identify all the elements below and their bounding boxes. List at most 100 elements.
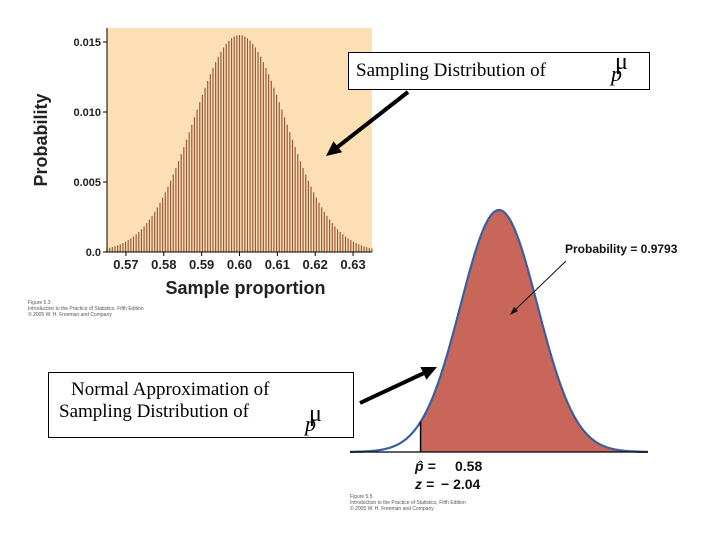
histogram-bar [127, 240, 129, 252]
shaded-probability-area [420, 210, 648, 452]
histogram-bar [321, 207, 323, 252]
histogram-bar [299, 161, 302, 252]
histogram-bar [371, 248, 373, 252]
histogram-bar [225, 43, 227, 252]
mu-glyph: μ [309, 401, 322, 427]
histogram-bar [215, 62, 217, 253]
histogram-bar [246, 38, 249, 252]
histogram-bar [130, 238, 132, 252]
histogram-bar [363, 246, 365, 252]
y-tick-label: 0.005 [73, 177, 101, 189]
histogram-bar [329, 219, 331, 252]
histogram-bar [281, 109, 283, 253]
callout-top-text: Sampling Distribution of [356, 60, 546, 81]
histogram-bar [350, 240, 352, 252]
histogram-bar [146, 223, 148, 252]
histogram-bar [315, 197, 317, 252]
y-tick-label: 0.0 [86, 247, 101, 259]
histogram-bar [119, 244, 121, 252]
histogram-bar [124, 241, 127, 252]
histogram-bar [252, 43, 254, 252]
histogram-bar [122, 243, 124, 252]
histogram-bar [268, 74, 270, 252]
histogram-bar [207, 80, 209, 252]
histogram-bar [270, 80, 272, 252]
p-hat-label: p̂ = [414, 458, 436, 474]
histogram-bar [265, 67, 267, 253]
histogram-bar [342, 234, 344, 252]
histogram-bar [114, 246, 116, 252]
p-glyph: p [611, 61, 622, 86]
histogram-bar [339, 231, 341, 252]
histogram-bar [111, 247, 113, 252]
histogram-bar [310, 186, 312, 252]
x-tick-label: 0.61 [265, 257, 290, 272]
x-tick-label: 0.60 [227, 257, 252, 272]
histogram-bar [193, 117, 196, 253]
histogram-bar [254, 47, 256, 252]
arrow-to-histogram-head [326, 141, 343, 156]
histogram-bar [233, 36, 235, 252]
mu-p-symbol: μ p [305, 401, 335, 437]
histogram-bar [302, 167, 304, 252]
histogram-bar [209, 74, 211, 252]
sampling-distribution-chart: 0.0 0.005 0.010 0.015 0.57 0.58 0.59 0.60 0.61 0.… [31, 28, 373, 298]
histogram-bar [307, 180, 309, 252]
annotation-arrowhead [510, 307, 518, 315]
credit-line: © 2005 W. H. Freeman and Company [28, 312, 112, 318]
arrow-to-histogram-shaft [336, 90, 410, 149]
z-label: z = [414, 476, 434, 492]
histogram-bar [294, 147, 296, 252]
histogram-bar [360, 245, 362, 252]
y-axis-title: Probability [31, 93, 51, 186]
credit-line: © 2005 W. H. Freeman and Company [350, 506, 434, 512]
histogram-bar [172, 174, 174, 252]
x-tick-label: 0.58 [151, 257, 176, 272]
histogram-bar [204, 87, 206, 252]
histogram-bar [241, 35, 243, 252]
callout-bottom-line2: Sampling Distribution of [59, 401, 249, 422]
histogram-bar [318, 202, 320, 252]
normal-curve [349, 208, 649, 453]
histogram-bar [276, 94, 278, 252]
histogram-bar [138, 231, 140, 252]
histogram-bar [140, 229, 143, 252]
histogram-bar [238, 35, 241, 252]
histogram-bar [117, 245, 119, 252]
normal-approximation-chart: p̂ = 0.58 z = − 2.04 Probability = 0.9793 [349, 208, 678, 492]
histogram-bar [175, 167, 177, 252]
histogram-bar [352, 241, 355, 252]
histogram-bar [228, 40, 230, 252]
histogram-bar [278, 102, 280, 252]
histogram-bar [286, 124, 288, 252]
histogram-bar [305, 174, 307, 252]
histogram-bar [249, 40, 251, 252]
callout-bottom: Normal Approximation of Sampling Distrib… [48, 372, 354, 438]
histogram-bar [217, 56, 219, 253]
histogram-bar [230, 38, 233, 252]
histogram-bar [162, 197, 164, 252]
histogram-bar [188, 132, 190, 252]
histogram-bar [164, 192, 166, 252]
mu-p-symbol: μ p [611, 50, 641, 89]
x-tick-label: 0.62 [303, 257, 328, 272]
p-hat-value: 0.58 [455, 458, 482, 474]
credit-line: Figure 5.3 [28, 300, 51, 306]
credit-line: Figure 5.5 [350, 494, 373, 500]
y-tick-label: 0.010 [73, 107, 101, 119]
histogram-bar [344, 236, 347, 252]
histogram-bar [366, 247, 368, 252]
histogram-bar [156, 207, 158, 252]
histogram-bar [185, 139, 188, 252]
histogram-bar [135, 234, 137, 252]
histogram-bar [132, 236, 135, 252]
histogram-bar [368, 247, 370, 252]
x-tick-label: 0.63 [340, 257, 365, 272]
histogram-bar [109, 247, 111, 252]
figure-credit-top: Figure 5.3 Introduction to the Practice … [28, 300, 144, 318]
histogram-bar [334, 226, 336, 252]
callout-top: Sampling Distribution of μ p [348, 50, 650, 90]
credit-line: Introduction to the Practice of Statisti… [28, 306, 144, 312]
